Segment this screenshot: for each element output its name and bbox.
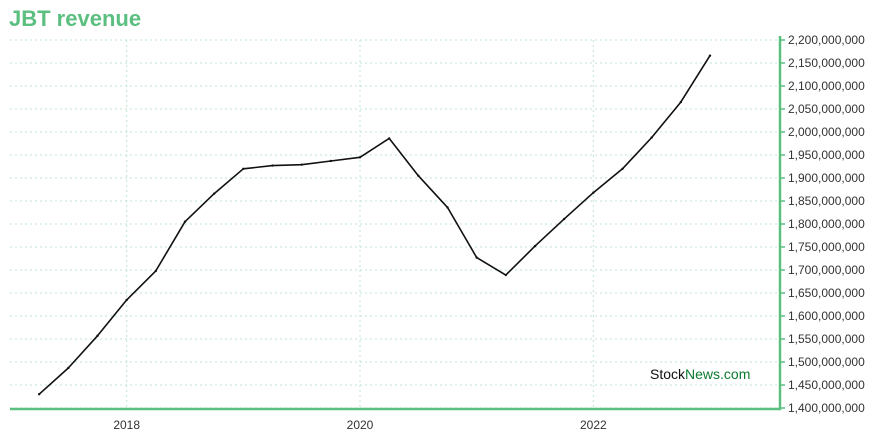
data-point xyxy=(242,167,245,170)
y-tick-label: 2,150,000,000 xyxy=(788,56,865,70)
y-tick-label: 1,650,000,000 xyxy=(788,286,865,300)
data-point xyxy=(475,256,478,259)
data-point xyxy=(387,137,391,140)
series-line xyxy=(38,55,711,395)
data-point xyxy=(358,156,362,159)
x-tick-label: 2020 xyxy=(347,418,374,432)
y-tick-label: 1,700,000,000 xyxy=(788,263,865,277)
y-tick-label: 1,450,000,000 xyxy=(788,378,865,392)
y-tick-label: 1,400,000,000 xyxy=(788,401,865,415)
y-tick-label: 2,100,000,000 xyxy=(788,79,865,93)
data-point xyxy=(300,163,303,166)
y-axis-tick-labels: 2,200,000,000 2,150,000,000 2,100,000,000 2… xyxy=(788,33,865,415)
axes xyxy=(10,36,785,411)
chart-title: JBT revenue xyxy=(9,6,142,31)
data-point xyxy=(96,334,99,337)
data-point xyxy=(504,273,508,277)
series xyxy=(37,54,712,396)
watermark: StockNews.com xyxy=(650,366,750,382)
data-point xyxy=(621,167,624,170)
data-point xyxy=(154,269,158,273)
data-point xyxy=(417,174,420,177)
y-tick-label: 1,500,000,000 xyxy=(788,355,865,369)
y-tick-label: 1,950,000,000 xyxy=(788,148,865,162)
y-tick-label: 1,850,000,000 xyxy=(788,194,865,208)
data-point xyxy=(562,217,566,221)
data-point xyxy=(533,244,537,248)
data-point xyxy=(708,54,712,57)
y-tick-label: 2,200,000,000 xyxy=(788,33,865,47)
x-tick-label: 2022 xyxy=(580,418,607,432)
data-point xyxy=(446,206,449,209)
data-point xyxy=(592,191,595,194)
y-tick-label: 1,800,000,000 xyxy=(788,217,865,231)
data-point xyxy=(125,298,128,302)
data-point xyxy=(329,159,333,163)
data-point xyxy=(37,393,41,396)
data-point xyxy=(183,220,187,223)
x-axis-tick-labels: 2018 2020 2022 xyxy=(113,418,607,432)
data-point xyxy=(67,366,70,370)
data-point xyxy=(679,100,683,104)
data-point xyxy=(271,164,274,167)
watermark-news: News xyxy=(685,366,720,382)
y-tick-label: 2,000,000,000 xyxy=(788,125,865,139)
watermark-dotcom: .com xyxy=(720,366,750,382)
data-point xyxy=(212,192,216,195)
y-tick-label: 1,750,000,000 xyxy=(788,240,865,254)
y-tick-label: 2,050,000,000 xyxy=(788,102,865,116)
y-tick-label: 1,550,000,000 xyxy=(788,332,865,346)
watermark-stock: Stock xyxy=(650,366,686,382)
data-point xyxy=(650,136,653,139)
y-tick-label: 1,900,000,000 xyxy=(788,171,865,185)
y-tick-label: 1,600,000,000 xyxy=(788,309,865,323)
grid xyxy=(10,39,780,409)
x-tick-label: 2018 xyxy=(113,418,140,432)
